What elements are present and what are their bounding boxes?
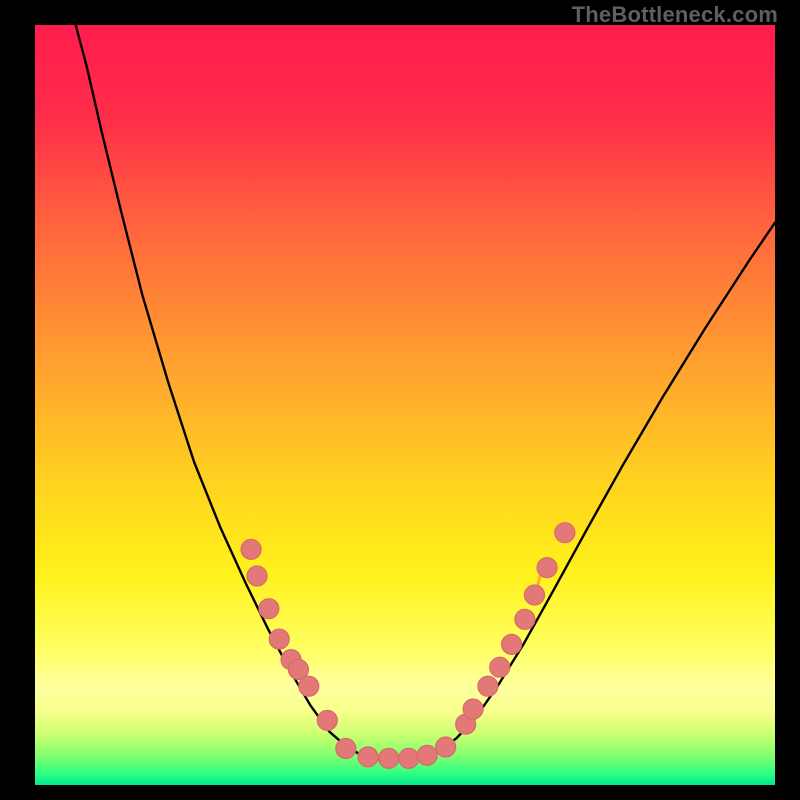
- data-marker: [463, 699, 483, 719]
- data-marker: [241, 539, 261, 559]
- data-marker: [399, 748, 419, 768]
- data-marker: [299, 676, 319, 696]
- data-marker: [417, 745, 437, 765]
- data-marker: [502, 634, 522, 654]
- data-marker: [247, 566, 267, 586]
- watermark-label: TheBottleneck.com: [572, 2, 778, 28]
- data-marker: [555, 523, 575, 543]
- data-marker: [478, 676, 498, 696]
- data-marker: [436, 737, 456, 757]
- data-marker: [259, 599, 279, 619]
- data-marker: [525, 585, 545, 605]
- data-marker: [358, 747, 378, 767]
- data-marker: [490, 657, 510, 677]
- data-marker: [336, 739, 356, 759]
- data-marker: [537, 558, 557, 578]
- data-marker: [515, 609, 535, 629]
- data-marker: [269, 629, 289, 649]
- chart-container: TheBottleneck.com: [0, 0, 800, 800]
- data-marker: [317, 710, 337, 730]
- bottleneck-chart: [0, 0, 800, 800]
- data-marker: [379, 748, 399, 768]
- plot-background: [35, 25, 775, 785]
